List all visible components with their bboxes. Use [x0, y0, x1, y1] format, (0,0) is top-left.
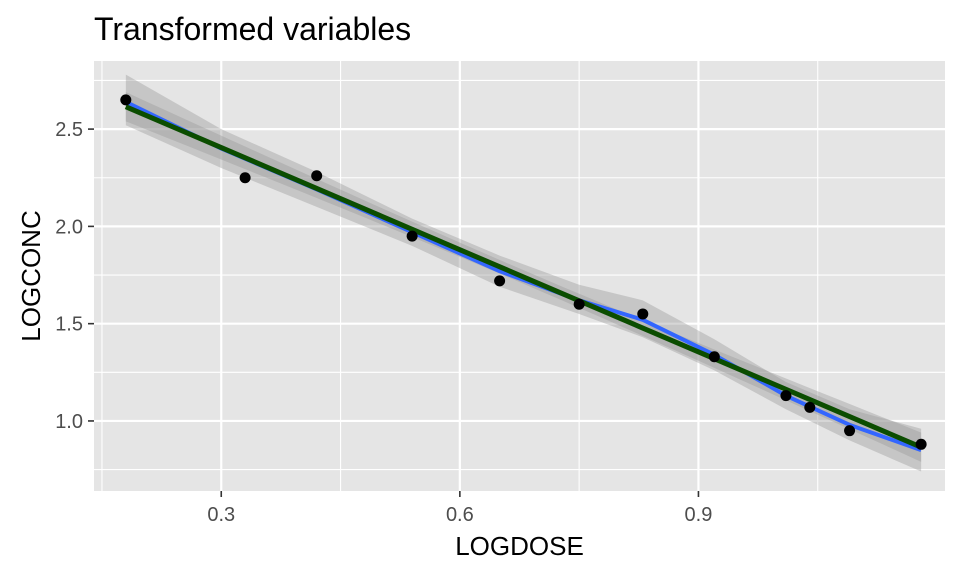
- data-point: [120, 94, 132, 106]
- y-tick-label: 2.0: [55, 216, 83, 238]
- y-tick-label: 1.5: [55, 314, 83, 336]
- x-tick-label: 0.9: [685, 504, 713, 526]
- data-point: [239, 172, 251, 184]
- data-point: [844, 425, 856, 437]
- linear-fit-line: [124, 104, 923, 450]
- data-point: [637, 308, 649, 320]
- data-point: [804, 401, 816, 413]
- x-axis: 0.3 0.6 0.9: [207, 491, 712, 526]
- grid-minor: [94, 61, 945, 491]
- data-point: [915, 438, 927, 450]
- x-tick-label: 0.3: [207, 504, 235, 526]
- x-tick-label: 0.6: [446, 504, 474, 526]
- data-point: [494, 275, 506, 287]
- x-axis-title: LOGDOSE: [455, 531, 584, 561]
- data-point: [573, 298, 585, 310]
- data-point: [780, 390, 792, 402]
- smooth-confidence-band: [125, 74, 922, 472]
- y-tick-label: 2.5: [55, 119, 83, 141]
- y-tick-label: 1.0: [55, 411, 83, 433]
- data-points: [120, 94, 927, 450]
- grid-major: [94, 61, 945, 491]
- y-axis: 1.0 1.5 2.0 2.5: [55, 119, 94, 433]
- data-point: [708, 351, 720, 363]
- data-point: [311, 170, 323, 182]
- y-axis-title: LOGCONC: [16, 210, 46, 341]
- chart-title: Transformed variables: [94, 11, 411, 47]
- data-point: [406, 230, 418, 242]
